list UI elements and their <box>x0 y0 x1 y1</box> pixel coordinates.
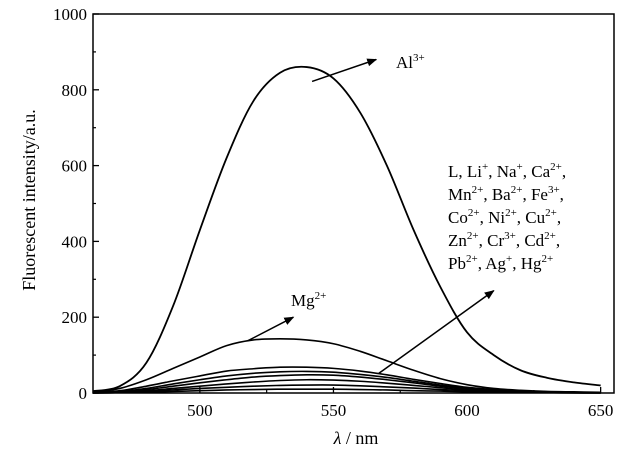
plot-lines <box>92 65 601 394</box>
x-tick-label: 600 <box>454 401 480 420</box>
y-tick-label: 600 <box>62 157 88 176</box>
annotation-label: L, Li+​, Na+​, Ca2+​, <box>448 161 566 181</box>
x-axis-symbol: λ <box>333 428 342 448</box>
annotation-arrow <box>311 58 378 83</box>
y-tick-label: 200 <box>62 308 88 327</box>
annotation-label: Mn2+​, Ba2+​, Fe3+​, <box>448 184 564 204</box>
series-line <box>92 65 601 393</box>
annotation-label: Al3+​ <box>396 52 425 72</box>
y-tick-label: 800 <box>62 81 88 100</box>
axes: 0 200 400 600 800 1000 500 550 600 650 <box>53 5 615 420</box>
y-tick-label: 400 <box>62 232 88 251</box>
x-tick-label: 500 <box>187 401 213 420</box>
annotation-label: Pb2+​, Ag+​, Hg2+​ <box>448 253 553 273</box>
x-axis-title: λ / nm <box>333 428 379 448</box>
annotation-arrow <box>247 316 295 342</box>
annotation-label: Mg2+​ <box>291 290 326 310</box>
annotations: Al3+​ Mg2+​ L, Li+​, Na+​, Ca2+​, Mn2+​, Ba… <box>247 52 566 374</box>
y-axis-title: Fluorescent intensity/a.u. <box>19 109 39 290</box>
x-tick-label: 550 <box>321 401 347 420</box>
x-axis-unit: nm <box>355 428 378 448</box>
x-tick-label: 650 <box>588 401 614 420</box>
annotation-arrow <box>378 290 495 374</box>
annotation-label: Co2+​, Ni2+​, Cu2+​, <box>448 207 561 227</box>
y-tick-label: 1000 <box>53 5 87 24</box>
annotation-label: Zn2+​, Cr3+​, Cd2+​, <box>448 230 560 250</box>
y-tick-label: 0 <box>79 384 88 403</box>
